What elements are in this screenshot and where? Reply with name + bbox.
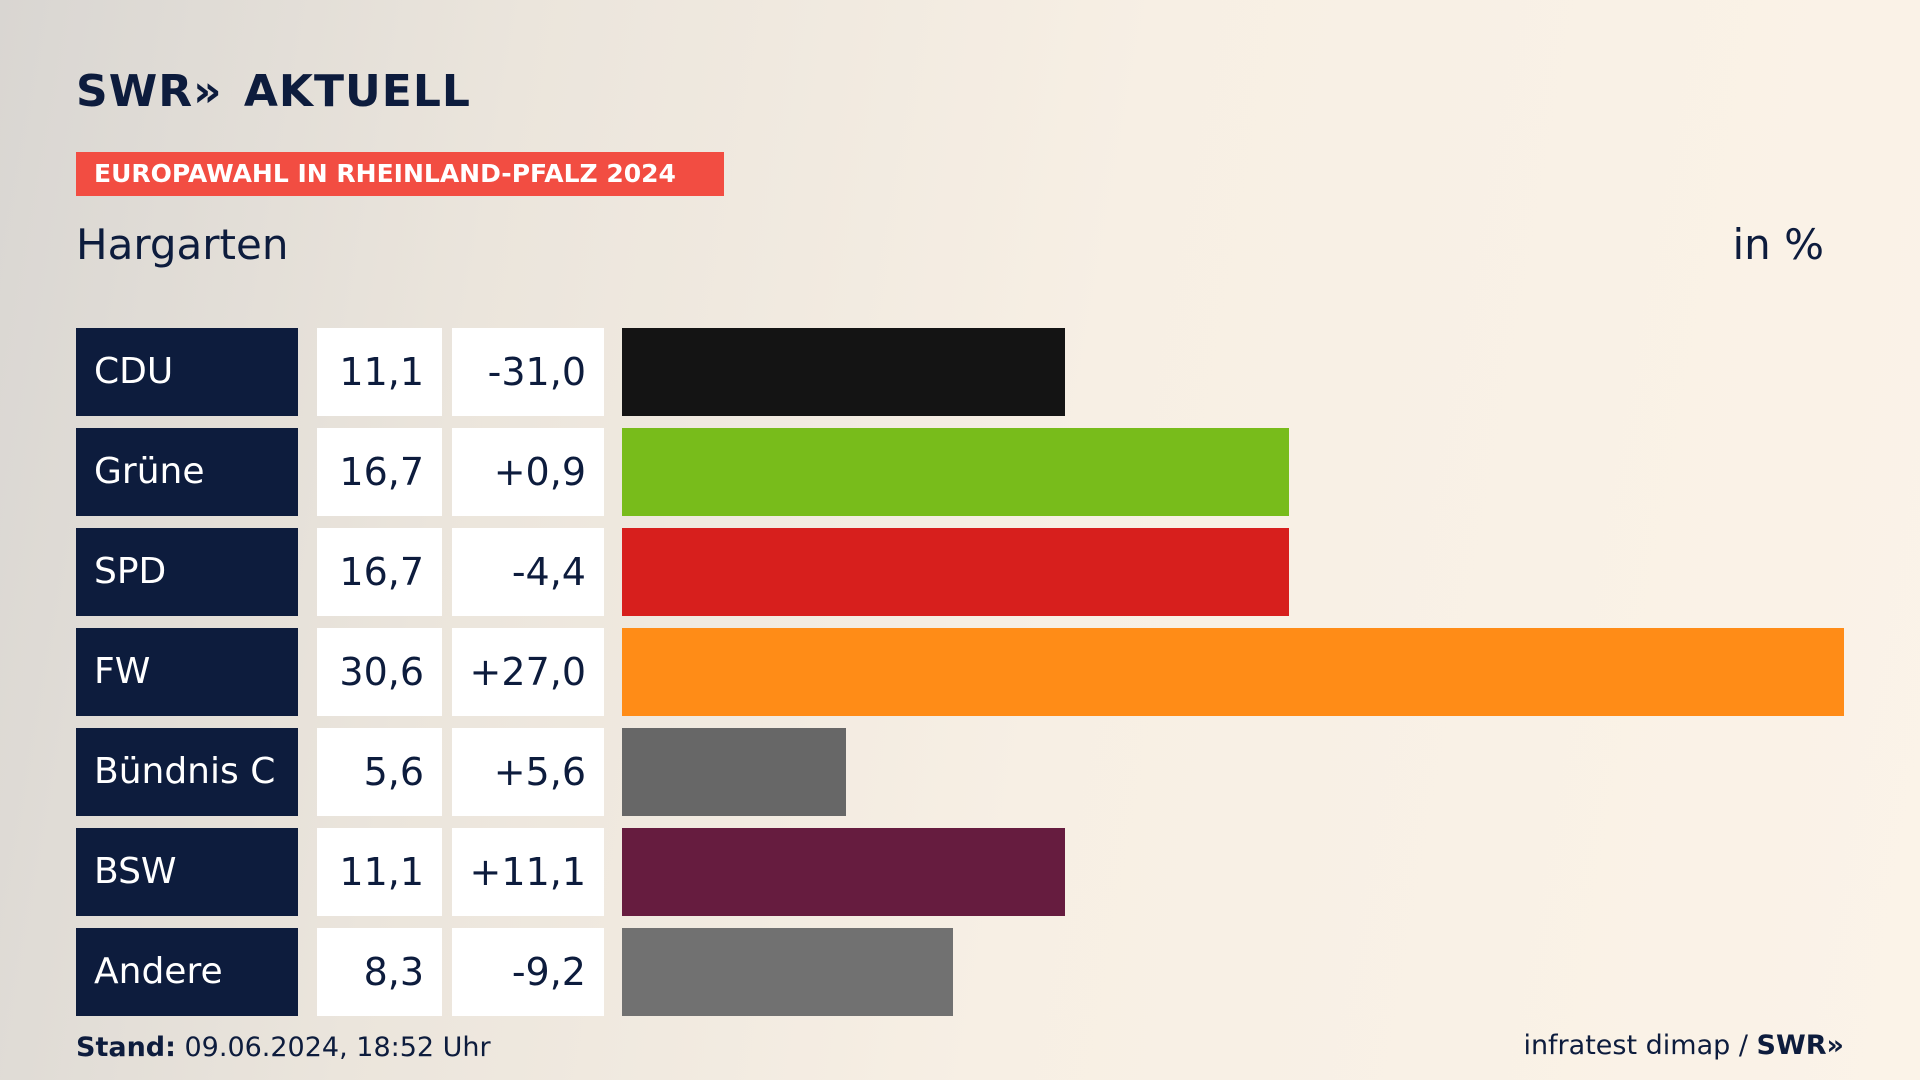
election-banner: EUROPAWAHL IN RHEINLAND-PFALZ 2024: [76, 152, 724, 196]
vote-share-label: 5,6: [317, 728, 442, 816]
result-row: CDU 11,1 -31,0: [76, 328, 1846, 416]
change-label: -31,0: [452, 328, 604, 416]
result-bar: [622, 428, 1289, 516]
change-label: +0,9: [452, 428, 604, 516]
result-bar: [622, 528, 1289, 616]
result-bar: [622, 928, 953, 1016]
party-label: Grüne: [76, 428, 298, 516]
source-text: infratest dimap /: [1523, 1030, 1757, 1061]
result-row: SPD 16,7 -4,4: [76, 528, 1846, 616]
change-label: -4,4: [452, 528, 604, 616]
results-chart: CDU 11,1 -31,0 Grüne 16,7 +0,9 SPD 16,7 -4,4 FW 30…: [76, 328, 1846, 1028]
vote-share-label: 11,1: [317, 828, 442, 916]
result-bar: [622, 828, 1065, 916]
result-row: FW 30,6 +27,0: [76, 628, 1846, 716]
logo-chevron-icon: »: [193, 66, 222, 117]
vote-share-label: 11,1: [317, 328, 442, 416]
party-label: BSW: [76, 828, 298, 916]
result-row: Bündnis C 5,6 +5,6: [76, 728, 1846, 816]
change-label: +27,0: [452, 628, 604, 716]
result-bar: [622, 628, 1844, 716]
vote-share-label: 16,7: [317, 428, 442, 516]
party-label: Bündnis C: [76, 728, 298, 816]
vote-share-label: 30,6: [317, 628, 442, 716]
party-label: SPD: [76, 528, 298, 616]
party-label: Andere: [76, 928, 298, 1016]
timestamp: Stand: 09.06.2024, 18:52 Uhr: [76, 1032, 491, 1063]
change-label: +11,1: [452, 828, 604, 916]
change-label: +5,6: [452, 728, 604, 816]
unit-label: in %: [1732, 220, 1824, 269]
result-row: Grüne 16,7 +0,9: [76, 428, 1846, 516]
change-label: -9,2: [452, 928, 604, 1016]
logo-aktuell-text: AKTUELL: [243, 66, 471, 117]
source-credit: infratest dimap / SWR»: [1523, 1030, 1844, 1061]
party-label: CDU: [76, 328, 298, 416]
swr-aktuell-logo: SWR» AKTUELL: [76, 66, 471, 117]
stand-value: 09.06.2024, 18:52 Uhr: [175, 1032, 491, 1063]
result-bar: [622, 328, 1065, 416]
location-title: Hargarten: [76, 220, 289, 269]
swr-mini-logo: SWR»: [1756, 1030, 1844, 1061]
vote-share-label: 8,3: [317, 928, 442, 1016]
party-label: FW: [76, 628, 298, 716]
result-row: Andere 8,3 -9,2: [76, 928, 1846, 1016]
stand-label: Stand:: [76, 1032, 176, 1063]
result-bar: [622, 728, 846, 816]
vote-share-label: 16,7: [317, 528, 442, 616]
logo-swr-text: SWR: [76, 66, 194, 117]
result-row: BSW 11,1 +11,1: [76, 828, 1846, 916]
